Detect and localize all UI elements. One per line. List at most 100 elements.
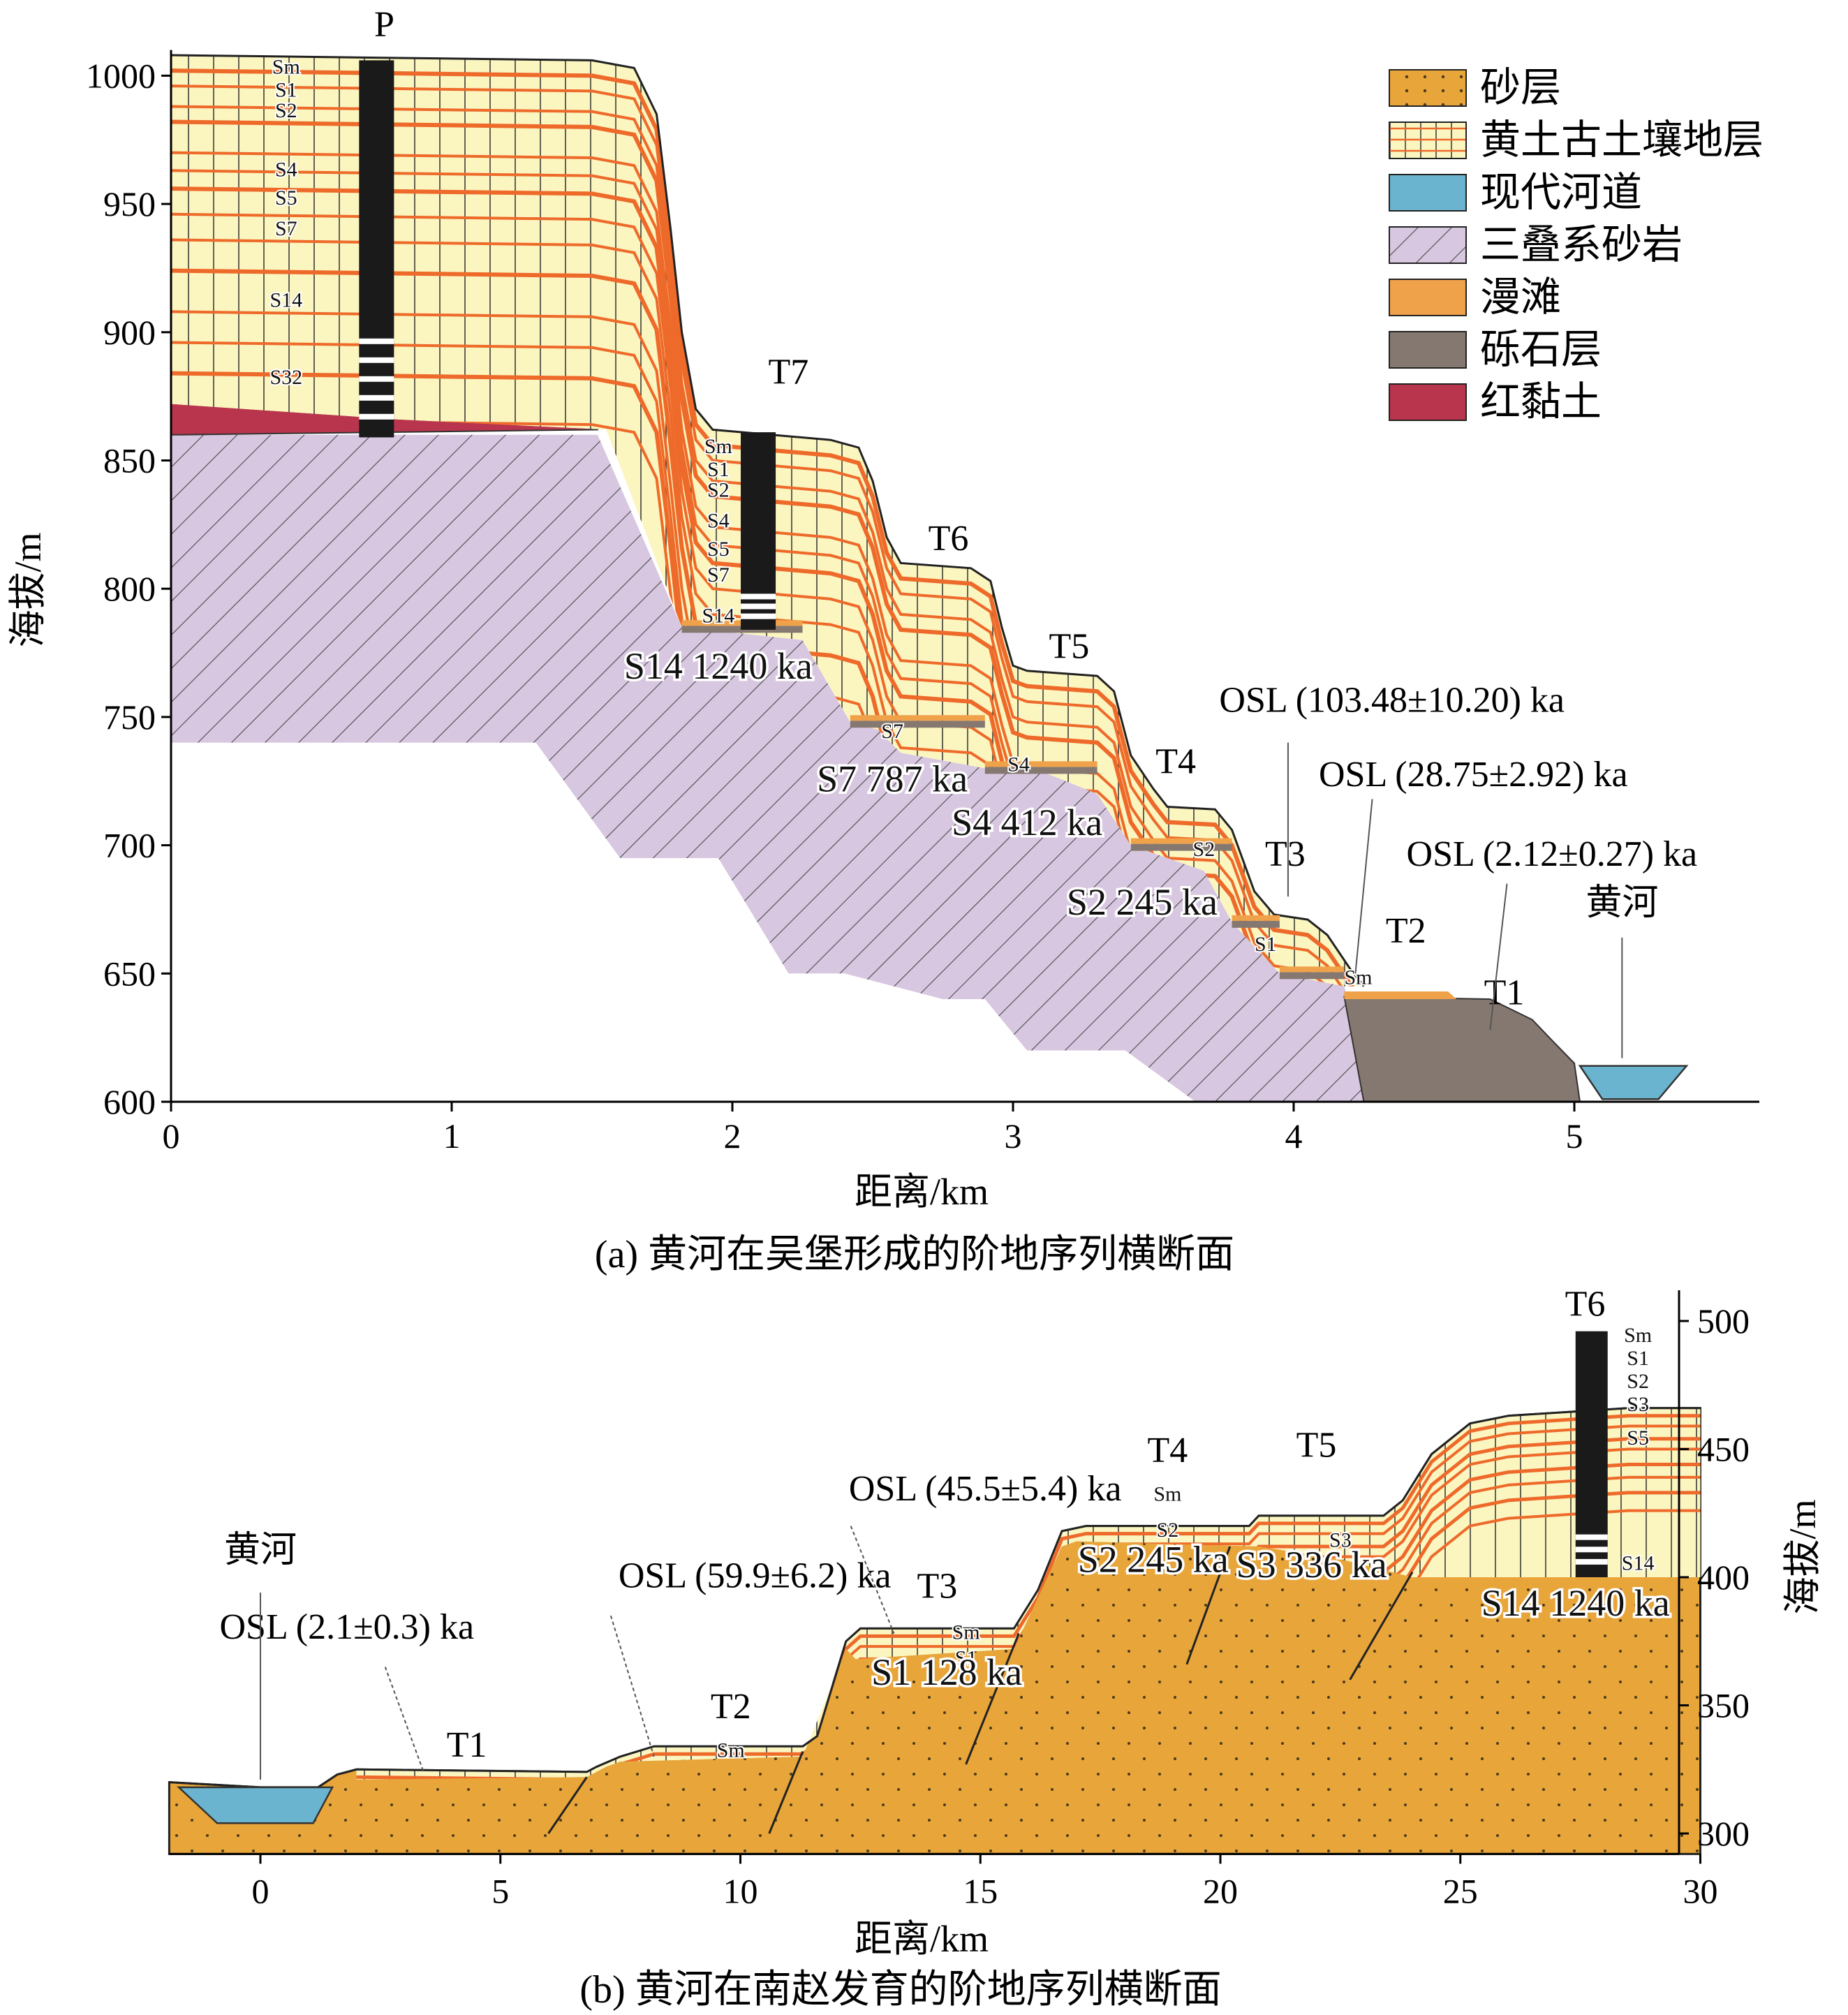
column-band xyxy=(741,593,776,600)
y-tick-label: 850 xyxy=(103,441,156,480)
terrace-label: T6 xyxy=(1565,1285,1606,1324)
panel-a-caption: (a) 黄河在吴堡形成的阶地序列横断面 xyxy=(595,1233,1234,1276)
osl-leader xyxy=(850,1526,895,1634)
x-tick-label: 5 xyxy=(491,1871,509,1910)
y-tick-label: 750 xyxy=(103,698,156,737)
x-tick-label: 3 xyxy=(1005,1116,1022,1156)
x-tick-label: 30 xyxy=(1683,1871,1718,1910)
terrace-label: T4 xyxy=(1147,1431,1188,1470)
column-band xyxy=(359,357,394,363)
osl-label: OSL (45.5±5.4) ka xyxy=(849,1469,1122,1509)
osl-label: OSL (2.1±0.3) ka xyxy=(219,1607,474,1647)
legend-swatch xyxy=(1389,174,1467,212)
soil-label: S1 xyxy=(1255,933,1277,956)
floodplain-strip xyxy=(1344,991,1457,999)
age-label: S14 1240 ka xyxy=(624,645,813,687)
soil-label: S7 xyxy=(275,217,297,240)
legend-label: 砾石层 xyxy=(1480,327,1602,372)
column-band xyxy=(359,394,394,401)
legend-swatch xyxy=(1389,383,1467,421)
osl-leader xyxy=(1354,799,1373,974)
soil-label: S32 xyxy=(269,366,302,389)
x-tick-label: 0 xyxy=(252,1871,269,1910)
sandstone-layer xyxy=(171,434,1378,1102)
terrace-label: T2 xyxy=(1386,911,1426,951)
soil-label: S2 xyxy=(1157,1519,1179,1542)
loess-surface-outline xyxy=(170,54,1365,987)
soil-label: S4 xyxy=(275,158,297,181)
age-label: S4 412 ka xyxy=(952,802,1102,843)
stratigraphic-column xyxy=(359,60,394,438)
stratigraphic-column xyxy=(1575,1331,1608,1577)
y-tick-label: 400 xyxy=(1697,1558,1750,1597)
x-tick-label: 0 xyxy=(163,1116,180,1156)
soil-label: S4 xyxy=(1007,753,1030,776)
soil-label: S3 xyxy=(1627,1393,1649,1416)
terrace-label: T2 xyxy=(711,1687,751,1727)
stratigraphic-columns xyxy=(359,60,776,630)
soil-label: S4 xyxy=(707,510,730,533)
column-band xyxy=(741,613,776,619)
column-band xyxy=(1575,1534,1608,1540)
panel-b: 0 5 10 15 20 25 30 500 450 400 350 300 T6 T5 T4 T3 T2 T1… xyxy=(168,1285,1750,1910)
y-tick-label: 600 xyxy=(103,1082,156,1121)
terrace-base-floodplain xyxy=(984,761,1097,767)
y-tick-label: 900 xyxy=(103,313,156,352)
terrace-label: T3 xyxy=(1265,834,1306,874)
soil-label: Sm xyxy=(952,1621,980,1644)
soil-label: S7 xyxy=(707,563,730,586)
legend-label: 砂层 xyxy=(1480,65,1561,110)
stratigraphic-column xyxy=(741,432,776,630)
terrace-label: T4 xyxy=(1155,742,1196,782)
legend-label: 三叠系砂岩 xyxy=(1480,222,1683,267)
age-label: S2 245 ka xyxy=(1078,1539,1229,1581)
soil-label: S1 xyxy=(707,458,730,481)
x-tick-label: 4 xyxy=(1285,1116,1303,1156)
terrace-base-gravel xyxy=(850,721,985,728)
soil-label: S5 xyxy=(707,538,730,561)
terrace-base-gravel xyxy=(1130,843,1232,851)
age-label: S7 787 ka xyxy=(817,758,968,799)
y-tick-label: 950 xyxy=(103,184,156,223)
soil-label: S3 xyxy=(1329,1529,1352,1552)
terrace-label: T1 xyxy=(447,1725,487,1765)
soil-label: S2 xyxy=(1627,1370,1649,1393)
legend-swatch xyxy=(1389,279,1467,316)
soil-label: S1 xyxy=(955,1646,977,1669)
soil-label: S7 xyxy=(881,720,903,743)
scarp-line xyxy=(1185,1546,1232,1665)
panel-a-ylabel: 海拔/m xyxy=(7,532,49,647)
osl-label: OSL (28.75±2.92) ka xyxy=(1319,755,1628,795)
soil-label: S1 xyxy=(1627,1347,1649,1370)
terrace-scarp-lines xyxy=(547,1546,1414,1834)
river-label: 黄河 xyxy=(224,1530,297,1570)
panel-b-ylabel: 海拔/m xyxy=(1782,1499,1824,1614)
panel-a-axes: 0 1 2 3 4 5 1000 950 900 850 800 750 700 650 600 xyxy=(86,50,1759,1156)
soil-label: S14 xyxy=(1622,1552,1655,1575)
terrace-surface-outline xyxy=(169,1407,1701,1789)
scarp-line xyxy=(547,1776,588,1834)
soil-label: S5 xyxy=(275,186,297,209)
terrace-label: T5 xyxy=(1049,626,1090,666)
column-band xyxy=(359,413,394,420)
panel-a-labels: PSmS1S2S4S5S7S14S32SmS1S2S4S5S7S14T7T6T5… xyxy=(268,5,1697,1058)
soil-label: S14 xyxy=(702,605,735,628)
age-label: S14 1240 ka xyxy=(1481,1582,1670,1624)
soil-label: S2 xyxy=(707,479,730,502)
column-band xyxy=(1575,1547,1608,1553)
terrace-label: T1 xyxy=(1484,973,1525,1012)
age-label: S3 336 ka xyxy=(1236,1544,1387,1586)
x-tick-label: 2 xyxy=(724,1116,741,1156)
scarp-line xyxy=(965,1633,1020,1765)
legend-label: 漫滩 xyxy=(1480,274,1561,320)
x-tick-label: 10 xyxy=(723,1871,758,1910)
gravel-layer xyxy=(1343,996,1581,1102)
legend-swatch xyxy=(1389,226,1467,264)
terrace-base-floodplain xyxy=(1130,838,1232,844)
terrace-base-floodplain xyxy=(1279,966,1345,973)
x-tick-label: 5 xyxy=(1566,1116,1583,1156)
